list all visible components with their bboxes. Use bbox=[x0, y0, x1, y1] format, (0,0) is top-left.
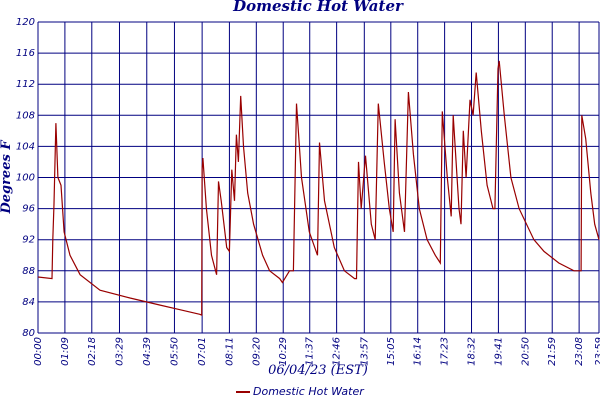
x-tick-label: 21:59 bbox=[547, 337, 558, 366]
y-tick-label: 92 bbox=[22, 235, 35, 246]
y-tick-label: 120 bbox=[16, 17, 35, 28]
x-tick-label: 13:57 bbox=[359, 336, 370, 365]
x-tick-label: 16:14 bbox=[413, 337, 424, 366]
x-tick-label: 03:29 bbox=[114, 337, 125, 366]
x-tick-label: 10:29 bbox=[278, 337, 289, 366]
x-tick-label: 17:23 bbox=[440, 337, 451, 366]
x-tick-label: 08:11 bbox=[224, 337, 235, 366]
chart-title: Domestic Hot Water bbox=[232, 0, 404, 15]
y-tick-label: 84 bbox=[22, 297, 35, 308]
y-tick-label: 104 bbox=[16, 141, 35, 152]
x-tick-label: 23:59 bbox=[594, 337, 600, 366]
x-tick-label: 11:37 bbox=[305, 336, 316, 365]
y-tick-label: 96 bbox=[22, 204, 35, 215]
x-tick-label: 05:50 bbox=[169, 337, 180, 366]
y-tick-label: 108 bbox=[16, 110, 35, 121]
x-tick-label: 23:08 bbox=[574, 337, 585, 366]
x-tick-label: 19:41 bbox=[493, 337, 504, 366]
x-tick-label: 20:50 bbox=[520, 337, 531, 366]
y-tick-label: 116 bbox=[16, 48, 35, 59]
data-line bbox=[37, 60, 600, 317]
x-tick-label: 15:05 bbox=[386, 337, 397, 366]
x-tick-label: 18:32 bbox=[467, 337, 478, 366]
legend-label: Domestic Hot Water bbox=[253, 385, 365, 398]
x-tick-label: 01:09 bbox=[60, 337, 71, 366]
x-tick-label: 12:46 bbox=[332, 337, 343, 366]
x-tick-label: 07:01 bbox=[197, 337, 208, 366]
x-axis-label: 06/04/23 (EST) bbox=[268, 363, 368, 378]
x-tick-label: 02:18 bbox=[87, 337, 98, 366]
y-tick-label: 88 bbox=[22, 266, 35, 277]
y-axis-label: Degrees F bbox=[0, 140, 14, 215]
y-tick-label: 80 bbox=[22, 328, 35, 339]
y-tick-label: 112 bbox=[16, 79, 35, 90]
y-tick-label: 100 bbox=[16, 173, 35, 184]
x-tick-label: 09:20 bbox=[251, 337, 262, 366]
x-tick-label: 04:39 bbox=[142, 337, 153, 366]
x-tick-label: 00:00 bbox=[33, 337, 44, 366]
